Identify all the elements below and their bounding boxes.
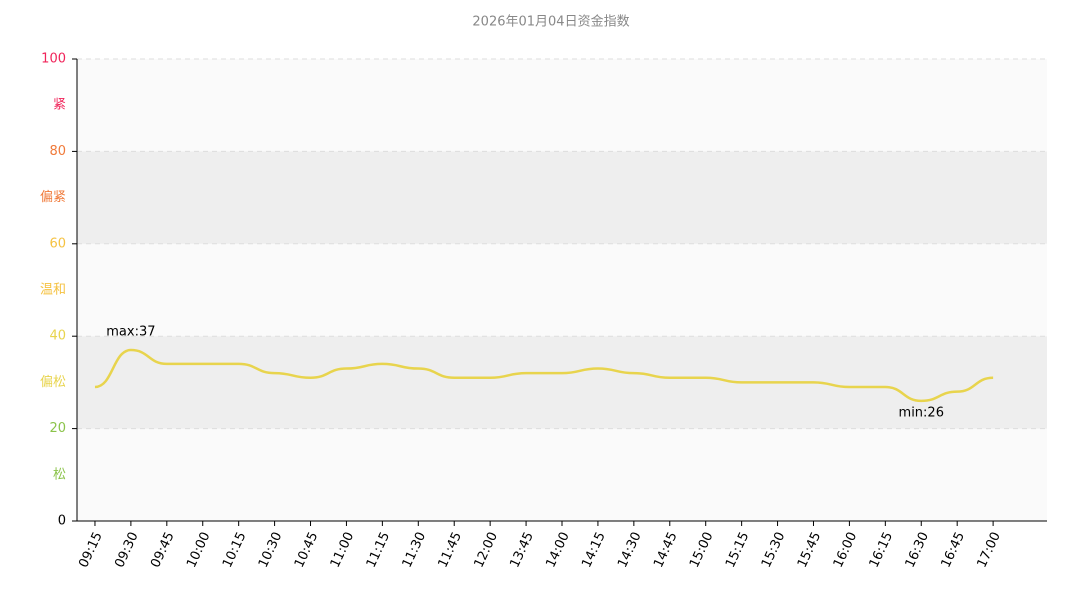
x-tick-label: 10:45 — [292, 530, 321, 570]
band — [77, 428, 1047, 521]
x-tick-label: 12:00 — [472, 530, 501, 570]
band — [77, 59, 1047, 152]
band-label: 偏松 — [40, 375, 66, 390]
x-tick-label: 11:15 — [364, 530, 393, 570]
x-tick-label: 16:15 — [867, 530, 896, 570]
x-tick-label: 15:30 — [759, 530, 788, 570]
y-tick-label: 0 — [58, 514, 66, 529]
x-tick-label: 10:15 — [220, 530, 249, 570]
band-label: 偏紧 — [40, 190, 66, 205]
x-tick-label: 15:45 — [795, 530, 824, 570]
x-tick-label: 17:00 — [974, 530, 1003, 570]
band — [77, 151, 1047, 244]
y-tick-label: 60 — [49, 236, 66, 251]
y-tick-label: 40 — [49, 329, 66, 344]
annotation: max:37 — [106, 325, 155, 340]
x-tick-label: 14:30 — [615, 530, 644, 570]
x-tick-label: 14:00 — [543, 530, 572, 570]
chart-title: 2026年01月04日资金指数 — [472, 14, 629, 30]
x-tick-label: 10:00 — [184, 530, 213, 570]
x-tick-label: 16:45 — [939, 530, 968, 570]
band — [77, 336, 1047, 429]
x-tick-label: 15:15 — [723, 530, 752, 570]
x-tick-label: 15:00 — [687, 530, 716, 570]
x-tick-label: 09:30 — [112, 530, 141, 570]
x-tick-label: 11:45 — [436, 530, 465, 570]
x-tick-label: 14:45 — [651, 530, 680, 570]
x-tick-label: 16:30 — [903, 530, 932, 570]
band-label: 紧 — [53, 98, 66, 113]
y-tick-label: 100 — [41, 52, 66, 67]
band-label: 温和 — [40, 283, 66, 298]
x-tick-label: 13:45 — [507, 530, 536, 570]
x-tick-label: 10:30 — [256, 530, 285, 570]
line — [94, 348, 994, 403]
x-tick-label: 14:15 — [579, 530, 608, 570]
x-tick-label: 16:00 — [831, 530, 860, 570]
x-tick-label: 09:45 — [148, 530, 177, 570]
band — [77, 243, 1047, 337]
y-tick-label: 80 — [49, 144, 66, 159]
x-tick-label: 11:00 — [328, 530, 357, 570]
x-tick-label: 11:30 — [400, 530, 429, 570]
y-tick-label: 20 — [49, 421, 66, 436]
x-tick-label: 09:15 — [76, 530, 105, 570]
band-label: 松 — [53, 467, 66, 482]
annotation: min:26 — [899, 405, 944, 420]
